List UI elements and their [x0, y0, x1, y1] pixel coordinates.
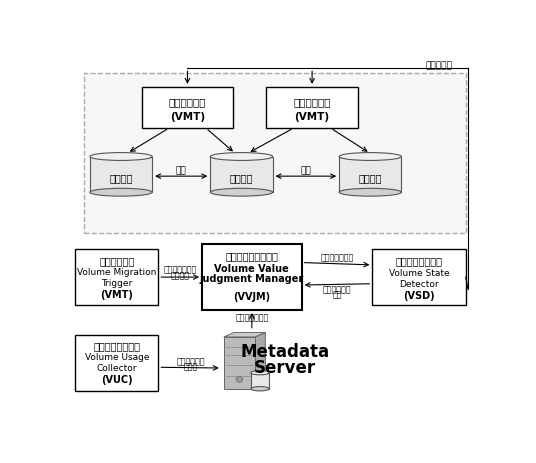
Polygon shape	[224, 333, 265, 337]
Text: (VMT): (VMT)	[294, 112, 330, 122]
Text: 获取卷使用信息: 获取卷使用信息	[235, 313, 269, 322]
FancyBboxPatch shape	[266, 88, 358, 129]
Text: 信息: 信息	[332, 290, 342, 299]
Polygon shape	[210, 157, 273, 193]
Ellipse shape	[251, 387, 269, 391]
Text: 卷迁移执行器: 卷迁移执行器	[293, 97, 331, 107]
Text: 发送获取迁移卷: 发送获取迁移卷	[163, 265, 197, 274]
Text: 二级存储: 二级存储	[230, 173, 253, 183]
Text: 信息请求: 信息请求	[170, 271, 190, 280]
Text: 检测卷使用状况: 检测卷使用状况	[321, 253, 354, 262]
Text: 三级存储: 三级存储	[359, 173, 382, 183]
Text: Collector: Collector	[96, 363, 137, 372]
FancyBboxPatch shape	[202, 244, 302, 311]
Text: 卷迁移触发器: 卷迁移触发器	[99, 256, 135, 266]
Text: Volume Usage: Volume Usage	[85, 352, 149, 361]
Text: Detector: Detector	[399, 280, 439, 288]
Text: 卷迁价值判定管理器: 卷迁价值判定管理器	[226, 251, 278, 261]
Text: 卷使用状况检测器: 卷使用状况检测器	[396, 256, 443, 266]
Text: 卷迁移执行器: 卷迁移执行器	[169, 97, 206, 107]
Text: (VMT): (VMT)	[100, 289, 133, 299]
Polygon shape	[224, 337, 255, 389]
Text: Server: Server	[254, 358, 316, 376]
Text: 卷使用情况收集器: 卷使用情况收集器	[93, 340, 140, 350]
FancyBboxPatch shape	[142, 88, 233, 129]
Text: Judgment Manager: Judgment Manager	[200, 274, 304, 284]
Ellipse shape	[339, 153, 401, 161]
FancyBboxPatch shape	[75, 250, 159, 305]
Polygon shape	[339, 157, 401, 193]
Text: Volume State: Volume State	[389, 269, 449, 277]
Text: 迁移: 迁移	[301, 166, 311, 175]
Ellipse shape	[90, 153, 152, 161]
Text: Volume Migration: Volume Migration	[77, 268, 157, 276]
FancyBboxPatch shape	[75, 335, 159, 391]
Polygon shape	[90, 157, 152, 193]
Text: 执行卷迁移: 执行卷迁移	[426, 61, 452, 70]
Text: 迁移: 迁移	[176, 166, 187, 175]
Ellipse shape	[251, 371, 269, 375]
Text: 反馈使用状况: 反馈使用状况	[323, 285, 351, 294]
Ellipse shape	[210, 153, 273, 161]
Polygon shape	[255, 333, 265, 389]
Ellipse shape	[210, 189, 273, 197]
Text: 一级存储: 一级存储	[109, 173, 133, 183]
Text: (VUC): (VUC)	[101, 375, 133, 385]
Text: Volume Value: Volume Value	[214, 263, 289, 273]
Ellipse shape	[339, 189, 401, 197]
Circle shape	[236, 377, 243, 382]
Text: (VVJM): (VVJM)	[233, 291, 271, 301]
FancyBboxPatch shape	[373, 250, 466, 305]
Ellipse shape	[90, 189, 152, 197]
Text: (VSD): (VSD)	[403, 290, 435, 300]
Text: (VMT): (VMT)	[170, 112, 205, 122]
Text: Trigger: Trigger	[101, 279, 132, 288]
Text: 更新卷元数据: 更新卷元数据	[177, 357, 205, 366]
Polygon shape	[251, 373, 269, 389]
Text: Metadata: Metadata	[241, 343, 330, 361]
FancyBboxPatch shape	[84, 74, 466, 234]
Text: 服务器: 服务器	[184, 362, 198, 370]
